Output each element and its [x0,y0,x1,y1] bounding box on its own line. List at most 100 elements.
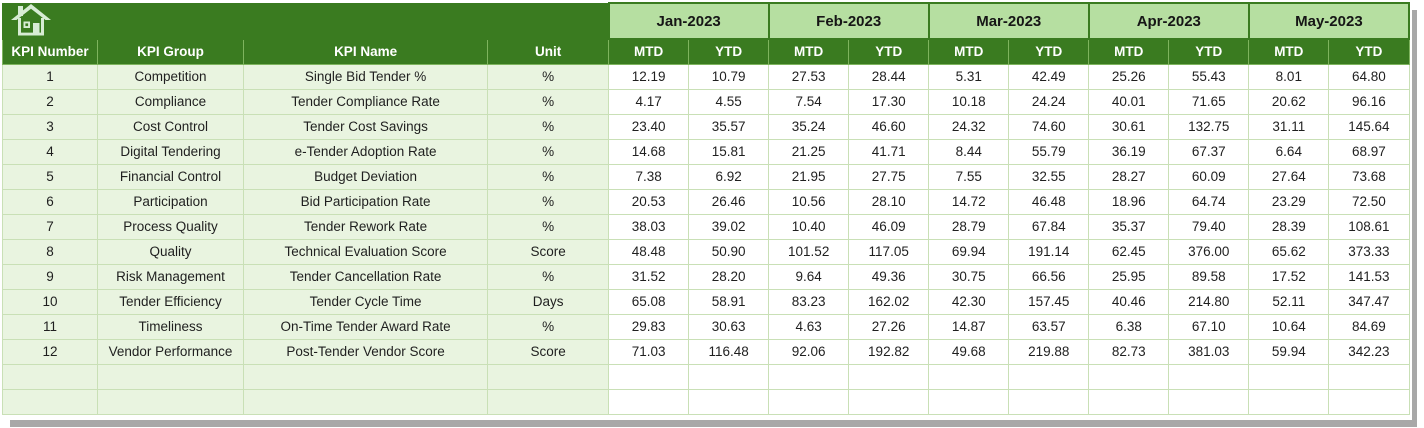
cell-unit[interactable]: % [487,138,610,165]
cell-value[interactable]: 60.09 [1168,163,1250,190]
cell-value[interactable]: 28.39 [1248,213,1330,240]
cell-value[interactable]: 42.49 [1008,63,1090,90]
cell-value[interactable]: 39.02 [688,213,770,240]
cell-value[interactable]: 30.63 [688,313,770,340]
home-icon[interactable] [11,3,51,36]
cell-unit[interactable]: % [487,163,610,190]
cell-kpi-number[interactable]: 9 [1,263,99,290]
cell-unit[interactable]: Days [487,288,610,315]
cell-value[interactable]: 117.05 [848,238,930,265]
cell-value[interactable]: 376.00 [1168,238,1250,265]
cell-value[interactable]: 8.01 [1248,63,1330,90]
cell-value[interactable]: 64.80 [1328,63,1410,90]
cell-value[interactable]: 14.87 [928,313,1010,340]
month-header-apr[interactable]: Apr-2023 [1087,2,1250,40]
cell-kpi-group[interactable]: Compliance [97,88,245,115]
cell-kpi-name[interactable]: Single Bid Tender % [243,63,489,90]
cell-value[interactable]: 89.58 [1168,263,1250,290]
cell-value[interactable] [608,363,690,390]
cell-value[interactable] [1328,388,1410,415]
cell-value[interactable]: 49.36 [848,263,930,290]
cell-unit[interactable]: % [487,63,610,90]
cell-kpi-group[interactable] [97,388,245,415]
cell-kpi-number[interactable]: 4 [1,138,99,165]
cell-value[interactable] [928,363,1010,390]
cell-value[interactable]: 66.56 [1008,263,1090,290]
cell-value[interactable]: 4.55 [688,88,770,115]
cell-kpi-group[interactable]: Process Quality [97,213,245,240]
col-header-kpi-group[interactable]: KPI Group [97,38,245,65]
cell-value[interactable]: 14.68 [608,138,690,165]
cell-value[interactable]: 32.55 [1008,163,1090,190]
cell-value[interactable]: 15.81 [688,138,770,165]
cell-value[interactable]: 10.40 [768,213,850,240]
cell-value[interactable]: 52.11 [1248,288,1330,315]
cell-value[interactable] [1168,363,1250,390]
cell-value[interactable]: 67.37 [1168,138,1250,165]
cell-value[interactable] [1008,388,1090,415]
cell-value[interactable]: 74.60 [1008,113,1090,140]
cell-value[interactable]: 157.45 [1008,288,1090,315]
cell-kpi-name[interactable]: Tender Cancellation Rate [243,263,489,290]
cell-value[interactable]: 31.52 [608,263,690,290]
cell-value[interactable] [688,363,770,390]
cell-value[interactable]: 116.48 [688,338,770,365]
month-header-may[interactable]: May-2023 [1247,2,1411,40]
cell-kpi-name[interactable]: Budget Deviation [243,163,489,190]
cell-value[interactable]: 28.44 [848,63,930,90]
cell-value[interactable]: 92.06 [768,338,850,365]
cell-kpi-number[interactable]: 11 [1,313,99,340]
col-header-ytd[interactable]: YTD [1168,38,1250,65]
cell-value[interactable]: 59.94 [1248,338,1330,365]
cell-value[interactable]: 23.29 [1248,188,1330,215]
cell-kpi-name[interactable]: Tender Rework Rate [243,213,489,240]
cell-value[interactable]: 55.79 [1008,138,1090,165]
cell-value[interactable]: 38.03 [608,213,690,240]
cell-kpi-name[interactable]: Post-Tender Vendor Score [243,338,489,365]
cell-kpi-group[interactable]: Timeliness [97,313,245,340]
cell-value[interactable]: 50.90 [688,238,770,265]
col-header-kpi-number[interactable]: KPI Number [1,38,99,65]
cell-kpi-number[interactable] [1,363,99,390]
cell-value[interactable]: 29.83 [608,313,690,340]
cell-value[interactable]: 162.02 [848,288,930,315]
cell-value[interactable]: 20.62 [1248,88,1330,115]
cell-value[interactable]: 40.01 [1088,88,1170,115]
col-header-ytd[interactable]: YTD [688,38,770,65]
cell-value[interactable]: 24.32 [928,113,1010,140]
cell-value[interactable]: 141.53 [1328,263,1410,290]
cell-value[interactable]: 73.68 [1328,163,1410,190]
cell-value[interactable]: 21.25 [768,138,850,165]
cell-value[interactable]: 72.50 [1328,188,1410,215]
col-header-mtd[interactable]: MTD [928,38,1010,65]
cell-kpi-number[interactable]: 10 [1,288,99,315]
cell-value[interactable]: 62.45 [1088,238,1170,265]
cell-value[interactable]: 10.56 [768,188,850,215]
cell-value[interactable]: 108.61 [1328,213,1410,240]
cell-value[interactable]: 24.24 [1008,88,1090,115]
cell-kpi-name[interactable] [243,388,489,415]
col-header-ytd[interactable]: YTD [1328,38,1410,65]
cell-unit[interactable]: % [487,313,610,340]
cell-value[interactable]: 42.30 [928,288,1010,315]
cell-kpi-group[interactable]: Tender Efficiency [97,288,245,315]
cell-value[interactable]: 10.18 [928,88,1010,115]
cell-kpi-name[interactable]: Tender Cost Savings [243,113,489,140]
cell-value[interactable]: 48.48 [608,238,690,265]
cell-value[interactable]: 67.84 [1008,213,1090,240]
cell-value[interactable]: 71.65 [1168,88,1250,115]
cell-value[interactable]: 35.57 [688,113,770,140]
cell-unit[interactable] [487,388,610,415]
cell-value[interactable]: 132.75 [1168,113,1250,140]
cell-value[interactable]: 347.47 [1328,288,1410,315]
cell-value[interactable]: 8.44 [928,138,1010,165]
cell-value[interactable]: 55.43 [1168,63,1250,90]
cell-kpi-number[interactable]: 7 [1,213,99,240]
cell-kpi-group[interactable]: Risk Management [97,263,245,290]
cell-value[interactable]: 40.46 [1088,288,1170,315]
cell-value[interactable]: 49.68 [928,338,1010,365]
cell-value[interactable] [1008,363,1090,390]
cell-value[interactable]: 9.64 [768,263,850,290]
home-cell[interactable] [1,2,610,40]
cell-value[interactable]: 65.62 [1248,238,1330,265]
